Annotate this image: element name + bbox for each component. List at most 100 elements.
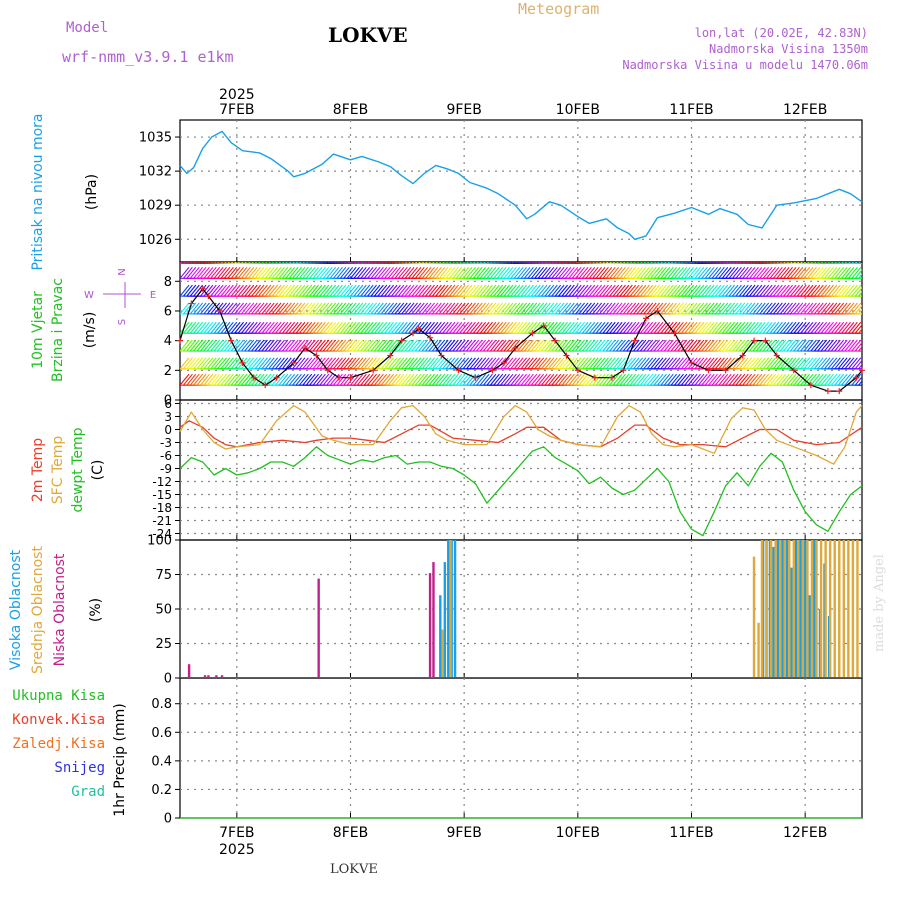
- wind-barb: [803, 357, 814, 370]
- cloud-bar: [819, 540, 823, 678]
- wind-speed-marker: [177, 337, 183, 344]
- wind-barb: [800, 321, 811, 334]
- wind-barb: [711, 284, 722, 297]
- wind-barb: [714, 284, 725, 297]
- panel-temperature: 630-3-6-9-12-15-18-21-24: [152, 397, 863, 541]
- wind-barb: [343, 321, 354, 334]
- wind-barb: [701, 302, 712, 315]
- wind-barb: [827, 284, 838, 297]
- wind-barb: [595, 339, 606, 352]
- wind-barb: [677, 339, 688, 352]
- wind-ytick-label: 0: [164, 394, 172, 409]
- wind-barb: [452, 373, 463, 386]
- wind-barb: [537, 266, 548, 279]
- wind-barb: [401, 357, 412, 370]
- wind-barb: [554, 302, 565, 315]
- wind-barb: [288, 339, 299, 352]
- wind-barb: [435, 321, 446, 334]
- wind-speed-marker: [751, 337, 758, 344]
- wind-barb: [817, 373, 828, 386]
- wind-barb: [506, 284, 517, 297]
- cloud-bar: [439, 595, 442, 678]
- wind-barb: [292, 302, 302, 315]
- wind-barb: [210, 373, 221, 386]
- wind-barb: [718, 302, 729, 315]
- wind-barb: [824, 339, 834, 352]
- wind-barb: [240, 284, 251, 297]
- wind-barb: [766, 357, 776, 370]
- wind-barb: [271, 266, 282, 279]
- wind-barb: [534, 339, 545, 352]
- wind-barb: [599, 357, 609, 370]
- wind-barb: [217, 357, 227, 370]
- wind-barb: [466, 284, 476, 297]
- wind-barb: [779, 321, 790, 334]
- wind-barb: [745, 284, 756, 297]
- wind-barb: [847, 266, 858, 279]
- wind-barb: [237, 284, 248, 297]
- wind-barb: [731, 321, 742, 334]
- wind-barb: [786, 284, 797, 297]
- cloud-bar: [803, 540, 807, 678]
- wind-barb: [401, 339, 412, 352]
- wind-barb: [653, 321, 664, 334]
- wind-barb: [670, 284, 681, 297]
- wind-speed-marker: [410, 330, 417, 337]
- wind-barb: [619, 284, 630, 297]
- day-label-bottom: 8FEB: [333, 825, 368, 841]
- wind-speed-marker: [705, 367, 712, 374]
- wind-barb: [650, 373, 661, 386]
- wind-barb: [404, 373, 415, 386]
- wind-barb: [189, 373, 200, 386]
- wind-barb: [377, 339, 388, 352]
- wind-barb: [476, 357, 487, 370]
- wind-barb: [455, 284, 466, 297]
- wind-barb: [643, 373, 654, 386]
- temp-ylabel-sfc: SFC Temp: [50, 436, 66, 505]
- wind-barb: [626, 357, 637, 370]
- cloud-bar: [187, 664, 191, 678]
- wind-barb: [510, 357, 521, 370]
- wind-barb: [622, 284, 633, 297]
- wind-barb: [288, 321, 299, 334]
- wind-barb: [483, 357, 493, 370]
- wind-barb: [674, 373, 684, 386]
- wind-barb: [663, 302, 674, 315]
- wind-barb: [626, 321, 637, 334]
- wind-barb: [677, 284, 688, 297]
- wind-barb: [714, 373, 725, 386]
- wind-speed-line: [179, 288, 863, 392]
- wind-barb: [619, 373, 630, 386]
- wind-barb: [254, 266, 265, 279]
- wind-barb: [200, 284, 210, 297]
- wind-ytick-label: 4: [164, 334, 172, 349]
- wind-speed-marker: [563, 352, 570, 359]
- wind-barb: [510, 373, 521, 386]
- wind-barb: [394, 284, 405, 297]
- wind-barb: [558, 284, 568, 297]
- wind-barb: [691, 302, 701, 315]
- wind-barb: [210, 357, 221, 370]
- wind-barb: [438, 284, 449, 297]
- wind-barb: [363, 266, 374, 279]
- wind-barb: [830, 357, 841, 370]
- wind-barb: [725, 357, 736, 370]
- wind-barb: [298, 284, 309, 297]
- wind-barb: [217, 266, 227, 279]
- wind-barb: [762, 321, 773, 334]
- wind-barb: [217, 339, 227, 352]
- wind-barb: [217, 302, 227, 315]
- wind-barb: [837, 284, 848, 297]
- wind-barb: [789, 284, 800, 297]
- wind-barb: [285, 357, 296, 370]
- wind-barb: [547, 321, 558, 334]
- wind-barb: [759, 373, 770, 386]
- wind-barb: [653, 266, 664, 279]
- wind-barb: [708, 302, 718, 315]
- wind-barb: [779, 266, 790, 279]
- wind-barb: [373, 321, 384, 334]
- wind-barb: [268, 339, 279, 352]
- wind-barb: [575, 357, 585, 370]
- wind-barb: [206, 266, 217, 279]
